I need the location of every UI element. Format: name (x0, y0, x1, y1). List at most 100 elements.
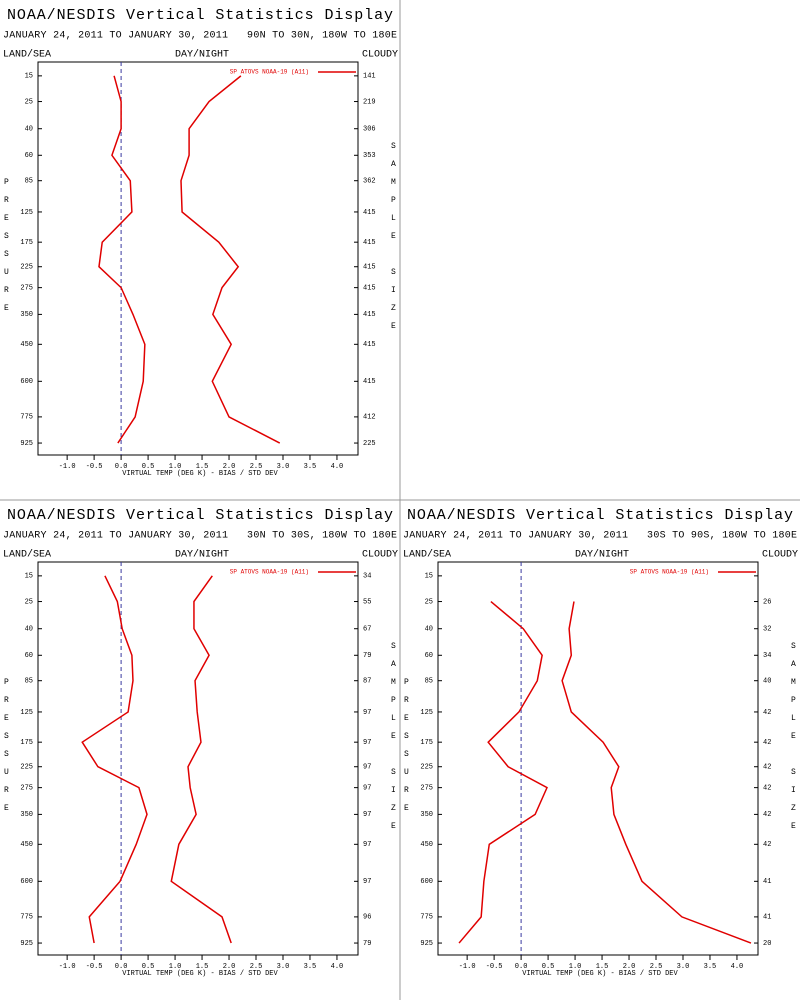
y-tick-label: 225 (20, 764, 33, 772)
chart-title: NOAA/NESDIS Vertical Statistics Display (407, 507, 793, 524)
y-tick-label: 60 (425, 652, 433, 660)
chart-title: NOAA/NESDIS Vertical Statistics Display (7, 7, 393, 24)
y-tick-label: 25 (25, 98, 33, 106)
y-tick-label: 350 (20, 311, 33, 319)
chart-subtitle: JANUARY 24, 2011 TO JANUARY 30, 2011 30N… (3, 531, 397, 542)
sample-size-label: 41 (763, 878, 771, 886)
x-axis-title: VIRTUAL TEMP (DEG K) - BIAS / STD DEV (522, 970, 678, 978)
sample-size-label: 225 (363, 440, 376, 448)
x-tick-label: 0.5 (142, 463, 155, 471)
y-tick-label: 925 (20, 940, 33, 948)
x-tick-label: 0.5 (542, 963, 555, 971)
sample-size-label: 97 (363, 841, 371, 849)
sample-size-label: 97 (363, 764, 371, 772)
bias-line (458, 600, 548, 944)
y-tick-label: 15 (425, 573, 433, 581)
sample-size-label: 42 (763, 764, 771, 772)
center-header: DAY/NIGHT (175, 49, 229, 61)
x-tick-label: 4.0 (331, 463, 344, 471)
y-tick-label: 600 (20, 378, 33, 386)
y-tick-label: 125 (20, 209, 33, 217)
sample-size-label: 55 (363, 598, 371, 606)
y-tick-label: 275 (20, 784, 33, 792)
x-tick-label: 4.0 (331, 963, 344, 971)
x-tick-label: -0.5 (486, 963, 503, 971)
x-tick-label: 1.5 (196, 463, 209, 471)
sample-size-label: 353 (363, 152, 376, 160)
x-tick-label: 3.5 (304, 963, 317, 971)
sample-size-label: 34 (763, 652, 771, 660)
sample-size-label: 42 (763, 841, 771, 849)
x-tick-label: 3.5 (704, 963, 717, 971)
x-tick-label: 1.5 (196, 963, 209, 971)
sample-size-label: 34 (363, 573, 371, 581)
sample-size-label: 42 (763, 709, 771, 717)
y-tick-label: 15 (25, 573, 33, 581)
y-tick-label: 600 (20, 878, 33, 886)
legend-label: SP ATOVS NOAA-19 (A11) (230, 569, 309, 576)
sample-size-label: 42 (763, 811, 771, 819)
y-tick-label: 175 (20, 239, 33, 247)
y-tick-label: 775 (20, 414, 33, 422)
plot-frame (437, 561, 759, 956)
sample-size-label: 415 (363, 284, 376, 292)
legend-label: SP ATOVS NOAA-19 (A11) (630, 569, 709, 576)
legend-label: SP ATOVS NOAA-19 (A11) (230, 69, 309, 76)
right-header: CLOUDY (762, 550, 798, 561)
y-tick-label: 775 (20, 914, 33, 922)
sample-size-label: 415 (363, 239, 376, 247)
sample-size-label: 306 (363, 126, 376, 134)
y-tick-label: 350 (20, 811, 33, 819)
y-tick-label: 25 (425, 598, 433, 606)
x-tick-label: 2.5 (250, 463, 263, 471)
x-tick-label: 0.0 (115, 963, 128, 971)
sample-size-label: 41 (763, 914, 771, 922)
plot-frame (37, 561, 359, 956)
y2-axis-title: SAMPLE SIZE (389, 642, 398, 840)
chart-panel: NOAA/NESDIS Vertical Statistics Display J… (2, 7, 398, 478)
y-tick-label: 25 (25, 598, 33, 606)
chart-panel: NOAA/NESDIS Vertical Statistics Display J… (402, 507, 798, 978)
y-tick-label: 925 (20, 440, 33, 448)
y-tick-label: 450 (20, 341, 33, 349)
y-tick-label: 175 (420, 739, 433, 747)
sample-size-label: 26 (763, 598, 771, 606)
x-tick-label: 1.5 (596, 963, 609, 971)
y-axis-title: PRESSURE (2, 678, 11, 822)
x-tick-label: 3.0 (677, 963, 690, 971)
sample-size-label: 96 (363, 914, 371, 922)
sample-size-label: 97 (363, 709, 371, 717)
right-header: CLOUDY (362, 550, 398, 561)
y-tick-label: 40 (25, 626, 33, 634)
x-tick-label: 3.0 (277, 463, 290, 471)
std-dev-line (180, 75, 281, 444)
x-tick-label: 1.0 (169, 463, 182, 471)
y-axis-title: PRESSURE (2, 178, 11, 322)
chart-panel: NOAA/NESDIS Vertical Statistics Display J… (2, 507, 398, 978)
sample-size-label: 79 (363, 940, 371, 948)
y2-axis-title: SAMPLE SIZE (389, 142, 398, 340)
x-tick-label: 0.5 (142, 963, 155, 971)
x-tick-label: 3.5 (304, 463, 317, 471)
y-tick-label: 85 (25, 178, 33, 186)
x-tick-label: 2.0 (223, 963, 236, 971)
x-tick-label: 2.5 (650, 963, 663, 971)
y-tick-label: 775 (420, 914, 433, 922)
x-axis-title: VIRTUAL TEMP (DEG K) - BIAS / STD DEV (122, 970, 278, 978)
y-tick-label: 175 (20, 739, 33, 747)
x-tick-label: -1.0 (59, 963, 76, 971)
sample-size-label: 412 (363, 414, 376, 422)
left-header: LAND/SEA (403, 549, 451, 561)
sample-size-label: 97 (363, 739, 371, 747)
sample-size-label: 40 (763, 678, 771, 686)
y-tick-label: 275 (420, 784, 433, 792)
y-tick-label: 225 (20, 264, 33, 272)
x-tick-label: 4.0 (731, 963, 744, 971)
x-tick-label: 2.0 (623, 963, 636, 971)
y-tick-label: 275 (20, 284, 33, 292)
chart-title: NOAA/NESDIS Vertical Statistics Display (7, 507, 393, 524)
x-tick-label: 0.0 (515, 963, 528, 971)
sample-size-label: 415 (363, 311, 376, 319)
bias-line (98, 75, 146, 444)
